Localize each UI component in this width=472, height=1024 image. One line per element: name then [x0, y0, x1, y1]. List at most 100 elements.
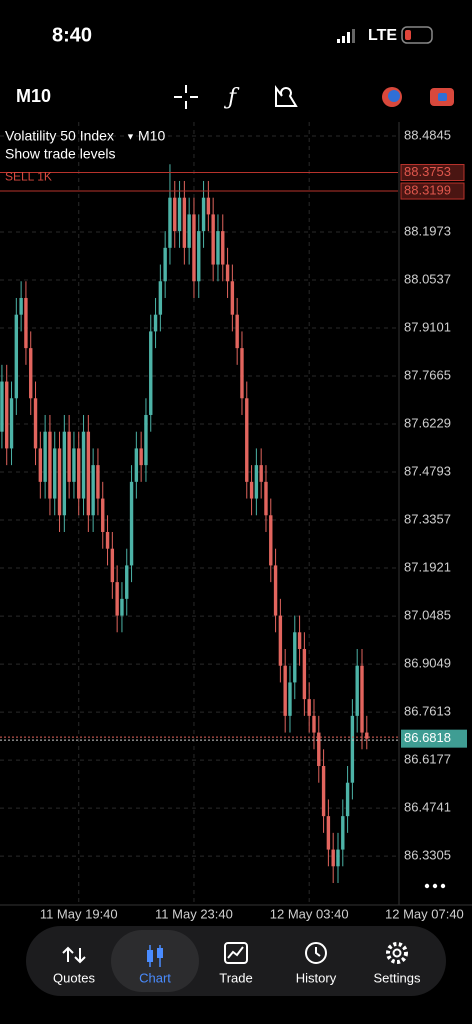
candle-body — [230, 281, 235, 315]
candle-body — [14, 314, 19, 399]
candle-body — [91, 465, 95, 516]
candle-body — [29, 348, 33, 399]
chart: 88.4845 88.1973 88.0537 87.9101 87.7665 87.62… — [0, 122, 472, 921]
nav-icon — [62, 946, 86, 964]
candle-body — [331, 849, 335, 867]
candle-body — [254, 465, 259, 499]
symbol-dropdown[interactable]: ▼ — [126, 131, 135, 141]
nav-icon — [147, 945, 163, 967]
candle-body — [245, 398, 249, 482]
candle-body — [350, 715, 355, 783]
candle-body — [177, 197, 182, 232]
candle-body — [259, 465, 263, 482]
price-tag-label: 88.3199 — [404, 182, 451, 197]
candle-body — [269, 515, 273, 566]
indicators-tool[interactable]: ƒ — [223, 85, 240, 110]
candle-body — [38, 448, 43, 482]
candle-body — [192, 214, 196, 282]
candle-body — [225, 264, 230, 282]
nav-item[interactable]: Chart — [111, 930, 199, 992]
candle-body — [317, 732, 321, 766]
nav-icon — [224, 942, 248, 964]
nav-label: Settings — [374, 970, 421, 985]
candle-body — [336, 849, 340, 867]
trade-levels-toggle[interactable]: Show trade levels — [5, 146, 116, 162]
candle-body — [264, 481, 268, 516]
candle-body — [326, 816, 331, 850]
timeframe-button[interactable]: M10 — [16, 86, 51, 106]
candle-body — [341, 816, 345, 850]
nav-active-bg — [111, 930, 199, 992]
candle-body — [283, 665, 287, 716]
candle-body — [9, 398, 14, 449]
trade-switch[interactable] — [430, 88, 454, 106]
candle-body — [120, 598, 124, 616]
trade-level-label: SELL 1K — [5, 170, 52, 184]
y-tick-label: 88.1973 — [404, 223, 451, 238]
candle-body — [57, 448, 62, 516]
nav-item[interactable]: Quotes — [53, 946, 95, 985]
x-tick-label: 12 May 07:40 — [385, 906, 464, 921]
y-tick-label: 87.1921 — [404, 559, 451, 574]
status-icons — [337, 26, 433, 44]
y-tick-label: 86.4741 — [404, 800, 451, 815]
candle-body — [187, 214, 191, 248]
more-button[interactable] — [424, 883, 446, 889]
candle-body — [355, 665, 359, 716]
candle-body — [19, 297, 23, 315]
candle-body — [110, 548, 115, 583]
candle-body — [129, 481, 134, 566]
candle-body — [139, 448, 143, 466]
candle-body — [5, 381, 9, 449]
y-tick-label: 88.0537 — [404, 271, 451, 286]
status-time: 8:40 — [52, 24, 92, 46]
candle-body — [115, 582, 119, 616]
nav-label: Quotes — [53, 970, 95, 985]
account-switch[interactable] — [382, 87, 402, 107]
candle-body — [0, 381, 4, 432]
candle-body — [211, 214, 215, 265]
candle-body — [81, 431, 86, 499]
candle-body — [302, 648, 307, 700]
x-tick-label: 11 May 19:40 — [40, 906, 118, 921]
candle-body — [48, 431, 52, 499]
y-tick-label: 87.4793 — [404, 463, 451, 478]
candle-body — [134, 448, 139, 482]
crosshair-tool[interactable] — [174, 85, 198, 109]
chart-timeframe: M10 — [138, 128, 165, 144]
candle-body — [297, 632, 302, 649]
candle-body — [168, 197, 172, 248]
nav-label: Trade — [219, 970, 252, 985]
candle-body — [158, 281, 163, 315]
candle-body — [96, 465, 100, 499]
nav-item[interactable]: Trade — [219, 942, 253, 985]
candle-body — [173, 197, 177, 232]
candle-body — [307, 699, 311, 716]
candle-body — [86, 431, 91, 516]
drawing-tool[interactable] — [275, 85, 298, 107]
y-tick-label: 87.6229 — [404, 415, 451, 430]
candle-body — [105, 531, 110, 549]
candle-body — [101, 498, 105, 532]
y-tick-label: 87.9101 — [404, 319, 451, 334]
current-price-label: 86.6818 — [404, 730, 451, 745]
candle-body — [221, 231, 225, 265]
candle-body — [33, 398, 38, 449]
y-tick-label: 86.3305 — [404, 848, 451, 863]
candle-body — [153, 314, 158, 332]
candle-body — [72, 448, 76, 482]
candle-body — [77, 448, 81, 499]
candle-body — [288, 682, 292, 716]
candle-body — [216, 231, 220, 265]
y-tick-label: 87.0485 — [404, 608, 451, 623]
nav-item[interactable]: History — [296, 942, 337, 985]
nav: Quotes Chart Trade History Settings — [53, 930, 421, 992]
x-tick-label: 12 May 03:40 — [270, 906, 349, 921]
nav-icon — [386, 942, 408, 964]
candle-body — [312, 715, 316, 733]
nav-item[interactable]: Settings — [374, 942, 421, 985]
candle-body — [206, 197, 211, 215]
candle-body — [321, 765, 326, 817]
y-tick-label: 86.9049 — [404, 656, 451, 671]
